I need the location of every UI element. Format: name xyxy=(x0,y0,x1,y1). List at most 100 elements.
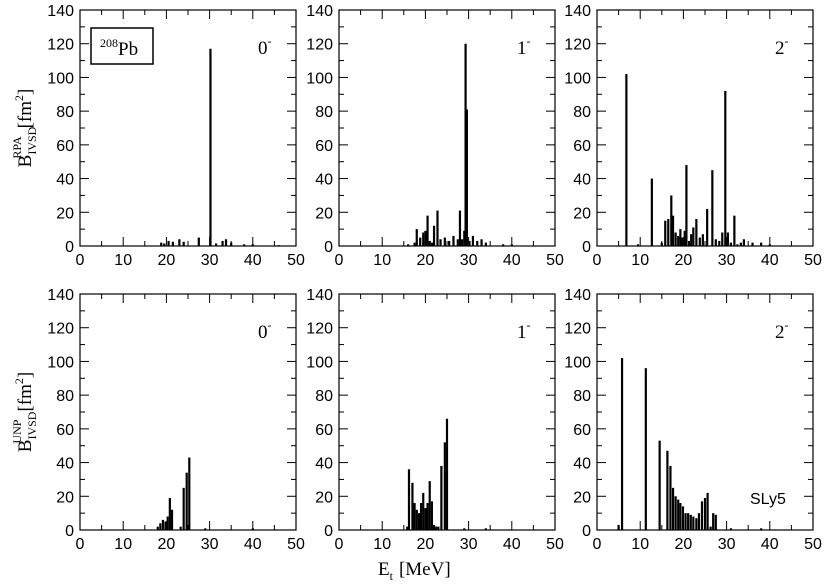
y-tick-label: 100 xyxy=(306,70,333,87)
bar xyxy=(465,109,468,246)
bar xyxy=(660,242,663,246)
y-label-rpa-unit-sup: 2 xyxy=(12,95,26,101)
y-tick-label: 80 xyxy=(315,104,333,121)
y-label-rpa-unit-open: [fm xyxy=(15,101,36,129)
x-tick-label: 20 xyxy=(158,252,176,269)
bar xyxy=(625,74,628,246)
bar xyxy=(463,230,466,246)
x-tick-label: 0 xyxy=(593,536,602,553)
y-tick-label: 40 xyxy=(573,172,591,189)
bar xyxy=(464,43,467,246)
bar xyxy=(712,513,715,530)
bar xyxy=(458,210,462,246)
bar xyxy=(424,508,427,530)
panel-5: 0 10 20 30 40 50 0 20 40 60 80 100 120 140 2- xyxy=(564,287,822,553)
multipolarity-label: 2- xyxy=(775,34,789,59)
panel-2: 0 10 20 30 40 50 0 20 40 60 80 100 120 140 2- xyxy=(564,3,822,269)
x-tick-label: 10 xyxy=(114,252,132,269)
bar xyxy=(677,235,680,246)
bar xyxy=(424,230,427,246)
x-tick-label: 20 xyxy=(675,252,693,269)
bar xyxy=(204,528,207,530)
bar xyxy=(729,242,733,246)
bar xyxy=(681,506,685,530)
bar xyxy=(706,492,709,530)
bar xyxy=(476,240,479,246)
bar xyxy=(484,242,487,246)
x-tick-label: 50 xyxy=(804,536,822,553)
y-label-unp-main: B xyxy=(15,440,36,453)
bar xyxy=(739,242,742,246)
y-tick-label: 0 xyxy=(65,239,74,256)
bar xyxy=(440,465,443,530)
x-tick-label: 30 xyxy=(201,252,219,269)
y-tick-label: 80 xyxy=(56,388,74,405)
y-tick-label: 60 xyxy=(573,138,591,155)
y-label-unp-sub: IVSD xyxy=(25,411,39,439)
bar xyxy=(436,210,439,246)
x-tick-label: 50 xyxy=(287,252,305,269)
bar xyxy=(697,513,701,530)
x-tick-label: 40 xyxy=(503,252,521,269)
y-tick-label: 60 xyxy=(315,138,333,155)
y-tick-label: 140 xyxy=(564,3,591,20)
bar xyxy=(667,219,670,246)
bar xyxy=(413,503,416,530)
x-axis-label: Et [MeV] xyxy=(378,559,451,583)
bar xyxy=(742,239,745,246)
y-tick-label: 40 xyxy=(315,172,333,189)
x-tick-label: 50 xyxy=(804,252,822,269)
bar xyxy=(484,528,487,530)
x-tick-label: 0 xyxy=(593,252,602,269)
multipolarity-label: 0- xyxy=(258,34,272,59)
x-tick-label: 10 xyxy=(631,536,649,553)
bar xyxy=(166,516,169,530)
y-tick-label: 60 xyxy=(573,422,591,439)
bar xyxy=(721,232,724,246)
x-tick-label: 20 xyxy=(158,536,176,553)
bar xyxy=(670,195,673,246)
x-label-main: E xyxy=(378,559,390,580)
bar xyxy=(209,48,212,247)
y-tick-label: 100 xyxy=(306,354,333,371)
bar xyxy=(736,244,739,246)
y-tick-label: 20 xyxy=(573,489,591,506)
bar xyxy=(197,237,200,246)
bar xyxy=(417,513,421,530)
y-tick-label: 80 xyxy=(573,104,591,121)
y-axis-label-unp: BIVSDUNP [fm2] xyxy=(10,372,39,452)
y-label-unp-sup: UNP xyxy=(10,419,24,443)
panel-0: 0 10 20 30 40 50 0 20 40 60 80 100 120 140 0- xyxy=(47,3,305,269)
bar xyxy=(690,234,693,246)
bar xyxy=(168,497,171,530)
multipolarity-label: 1- xyxy=(517,34,531,59)
x-tick-label: 30 xyxy=(718,536,736,553)
multipolarity-label: 1- xyxy=(517,318,531,343)
bar xyxy=(669,465,672,530)
bar xyxy=(768,244,771,246)
y-label-rpa-sup: RPA xyxy=(10,136,24,159)
x-tick-label: 30 xyxy=(460,536,478,553)
y-tick-label: 80 xyxy=(573,388,591,405)
bar xyxy=(432,524,436,530)
force-label: SLy5 xyxy=(750,491,786,508)
bar xyxy=(701,234,704,246)
x-tick-label: 40 xyxy=(761,536,779,553)
y-tick-label: 140 xyxy=(47,287,74,304)
bar xyxy=(159,523,162,530)
bar xyxy=(679,229,682,246)
y-tick-label: 100 xyxy=(47,70,74,87)
y-tick-label: 20 xyxy=(56,489,74,506)
x-tick-label: 10 xyxy=(631,252,649,269)
nucleus-mass-number: 208 xyxy=(100,36,118,50)
bar xyxy=(681,237,684,246)
bar xyxy=(430,501,433,530)
bar xyxy=(422,232,425,246)
y-tick-label: 140 xyxy=(47,3,74,20)
y-tick-label: 0 xyxy=(324,523,333,540)
bar xyxy=(706,208,709,246)
bar xyxy=(182,241,185,246)
svg-text:BIVSDUNP[fm2]: BIVSDUNP [fm2] xyxy=(10,372,39,452)
y-axis-label-rpa: BIVSDRPA [fm2] xyxy=(10,89,39,168)
bar xyxy=(760,528,763,530)
